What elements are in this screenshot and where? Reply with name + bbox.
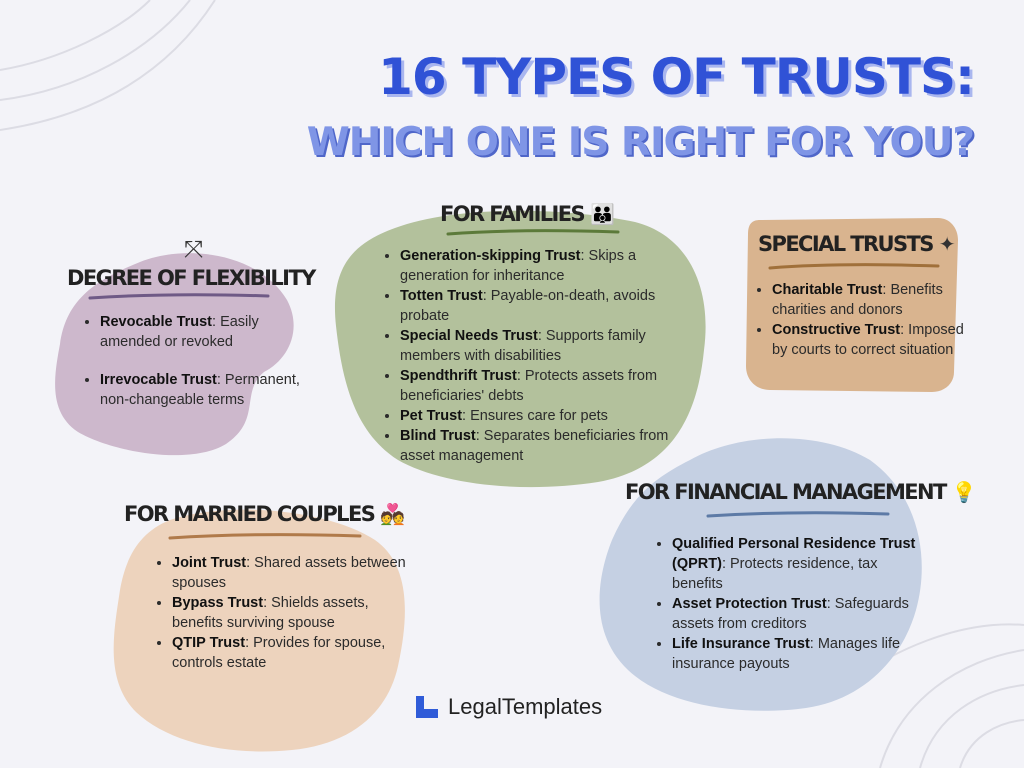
split-arrows-icon: ⤧ [184,236,204,263]
list-item: Irrevocable Trust: Permanent, non-change… [100,370,300,410]
families-blob [334,210,706,488]
list-item: Life Insurance Trust: Manages life insur… [672,634,922,674]
list-item: Bypass Trust: Shields assets, benefits s… [172,593,412,633]
special-blob [746,218,958,392]
married-blob [113,509,405,752]
family-icon: 👪 [590,202,615,226]
families-underline [446,229,620,236]
couple-icon: 💑 [380,502,406,526]
list-item: Constructive Trust: Imposed by courts to… [772,320,972,360]
main-subtitle: WHICH ONE IS RIGHT FOR YOU? [306,120,975,165]
special-underline [768,263,940,270]
married-underline [168,533,362,540]
financial-list: Qualified Personal Residence Trust (QPRT… [650,534,922,674]
main-title: 16 TYPES OF TRUSTS: [378,48,975,106]
legaltemplates-logo: LegalTemplates [416,694,602,720]
legaltemplates-logo-icon [416,696,438,718]
special-list: Charitable Trust: Benefits charities and… [750,280,972,360]
flexibility-underline [88,293,270,300]
list-item: Spendthrift Trust: Protects assets from … [400,366,700,406]
financial-underline [706,511,890,518]
special-title: SPECIAL TRUSTS ✦ [758,232,956,256]
financial-blob [599,438,922,711]
list-item: Qualified Personal Residence Trust (QPRT… [672,534,922,594]
list-item: Pet Trust: Ensures care for pets [400,406,700,426]
list-item: Charitable Trust: Benefits charities and… [772,280,972,320]
flexibility-blob [55,253,294,456]
married-title: FOR MARRIED COUPLES 💑 [124,502,406,526]
list-item: Revocable Trust: Easily amended or revok… [100,312,300,352]
logo-text: LegalTemplates [448,694,603,719]
list-item: Blind Trust: Separates beneficiaries fro… [400,426,700,466]
list-item: Asset Protection Trust: Safeguards asset… [672,594,922,634]
lightbulb-dollar-icon: 💡 [951,480,977,504]
flexibility-title: DEGREE OF FLEXIBILITY [67,266,316,290]
list-item: QTIP Trust: Provides for spouse, control… [172,633,412,673]
list-item: Generation-skipping Trust: Skips a gener… [400,246,700,286]
flexibility-list: Revocable Trust: Easily amended or revok… [78,312,300,410]
list-item: Totten Trust: Payable-on-death, avoids p… [400,286,700,326]
list-item: Special Needs Trust: Supports family mem… [400,326,700,366]
married-list: Joint Trust: Shared assets between spous… [150,553,412,673]
financial-title: FOR FINANCIAL MANAGEMENT 💡 [625,480,977,504]
list-item: Joint Trust: Shared assets between spous… [172,553,412,593]
sparkle-icon: ✦ [938,232,956,256]
families-title: FOR FAMILIES 👪 [440,202,615,226]
families-list: Generation-skipping Trust: Skips a gener… [378,246,700,466]
